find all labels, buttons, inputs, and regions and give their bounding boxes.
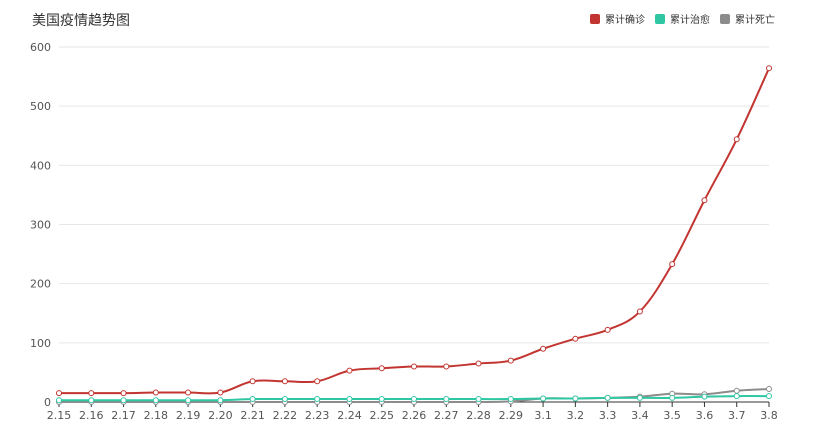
data-point-confirmed — [88, 390, 95, 397]
x-tick-label: 2.21 — [240, 409, 265, 422]
y-tick-label: 100 — [30, 337, 51, 350]
legend-swatch-confirmed — [590, 13, 600, 24]
data-point-confirmed — [733, 136, 740, 143]
y-tick-label: 0 — [44, 396, 51, 409]
data-point-confirmed — [217, 389, 224, 396]
data-point-recovered — [669, 394, 676, 401]
y-tick-label: 400 — [30, 159, 51, 172]
data-point-recovered — [507, 396, 514, 403]
data-point-confirmed — [120, 390, 127, 397]
legend-label-recovered: 累计治愈 — [670, 15, 710, 26]
data-point-confirmed — [346, 367, 353, 374]
data-point-recovered — [314, 396, 321, 403]
legend-label-deaths: 累计死亡 — [735, 15, 775, 26]
x-tick-label: 3.3 — [599, 409, 617, 422]
legend-swatch-deaths — [720, 13, 730, 24]
series-line-confirmed — [59, 67, 770, 395]
data-point-recovered — [217, 397, 224, 404]
data-point-recovered — [572, 395, 579, 402]
data-point-recovered — [475, 396, 482, 403]
x-tick-label: 2.29 — [499, 409, 524, 422]
data-point-recovered — [636, 394, 643, 401]
data-point-deaths — [733, 387, 740, 394]
data-point-recovered — [378, 396, 385, 403]
y-tick-label: 200 — [30, 278, 51, 291]
data-point-confirmed — [507, 357, 514, 364]
x-tick-label: 2.18 — [144, 409, 169, 422]
data-point-recovered — [411, 396, 417, 403]
legend-label-confirmed: 累计确诊 — [605, 15, 645, 26]
x-tick-label: 2.23 — [305, 409, 330, 422]
x-tick-label: 2.15 — [47, 409, 72, 422]
y-tick-label: 300 — [30, 219, 51, 232]
data-point-confirmed — [669, 261, 676, 268]
data-point-recovered — [733, 393, 740, 400]
data-point-confirmed — [411, 363, 417, 370]
data-point-recovered — [701, 393, 708, 400]
data-point-recovered — [443, 396, 450, 403]
data-point-confirmed — [314, 378, 321, 385]
chart-legend: 累计确诊 累计治愈 累计死亡 — [590, 11, 775, 26]
data-point-confirmed — [766, 65, 772, 72]
data-point-recovered — [185, 397, 192, 404]
x-tick-label: 2.20 — [208, 409, 233, 422]
legend-swatch-recovered — [655, 13, 665, 24]
data-point-recovered — [88, 397, 95, 404]
data-point-confirmed — [281, 378, 288, 385]
x-tick-label: 2.26 — [402, 409, 427, 422]
data-point-confirmed — [475, 360, 482, 367]
data-point-confirmed — [56, 390, 62, 397]
data-point-confirmed — [378, 365, 385, 372]
x-tick-label: 3.1 — [534, 409, 552, 422]
data-point-recovered — [152, 397, 159, 404]
data-point-recovered — [120, 397, 127, 404]
x-tick-label: 2.22 — [273, 409, 298, 422]
data-point-confirmed — [572, 335, 579, 342]
data-point-confirmed — [443, 363, 450, 370]
data-point-confirmed — [540, 345, 547, 352]
data-point-recovered — [604, 394, 611, 401]
x-tick-label: 3.8 — [760, 409, 778, 422]
chart-title: 美国疫情趋势图 — [32, 13, 130, 29]
data-point-recovered — [281, 396, 288, 403]
data-point-confirmed — [701, 197, 708, 204]
x-tick-label: 2.19 — [176, 409, 201, 422]
data-point-recovered — [346, 396, 353, 403]
x-tick-label: 3.7 — [728, 409, 746, 422]
data-point-recovered — [249, 396, 256, 403]
y-tick-label: 500 — [30, 100, 51, 113]
legend-item-confirmed[interactable]: 累计确诊 — [590, 11, 645, 26]
data-point-recovered — [540, 395, 547, 402]
x-tick-label: 3.2 — [567, 409, 585, 422]
legend-item-deaths[interactable]: 累计死亡 — [720, 11, 775, 26]
x-tick-label: 2.27 — [434, 409, 459, 422]
legend-item-recovered[interactable]: 累计治愈 — [655, 11, 710, 26]
data-point-confirmed — [249, 378, 256, 385]
data-point-recovered — [56, 397, 62, 404]
x-tick-label: 3.4 — [631, 409, 649, 422]
data-point-confirmed — [636, 308, 643, 315]
data-point-confirmed — [604, 326, 611, 333]
x-tick-label: 2.28 — [466, 409, 491, 422]
x-tick-label: 2.17 — [111, 409, 136, 422]
x-tick-label: 3.6 — [696, 409, 714, 422]
data-point-recovered — [766, 393, 772, 400]
data-point-deaths — [766, 385, 772, 392]
x-tick-label: 2.25 — [369, 409, 394, 422]
x-tick-label: 2.16 — [79, 409, 104, 422]
x-tick-label: 2.24 — [337, 409, 362, 422]
y-tick-label: 600 — [30, 41, 51, 54]
data-point-confirmed — [152, 389, 159, 396]
data-point-confirmed — [185, 389, 192, 396]
x-tick-label: 3.5 — [663, 409, 681, 422]
